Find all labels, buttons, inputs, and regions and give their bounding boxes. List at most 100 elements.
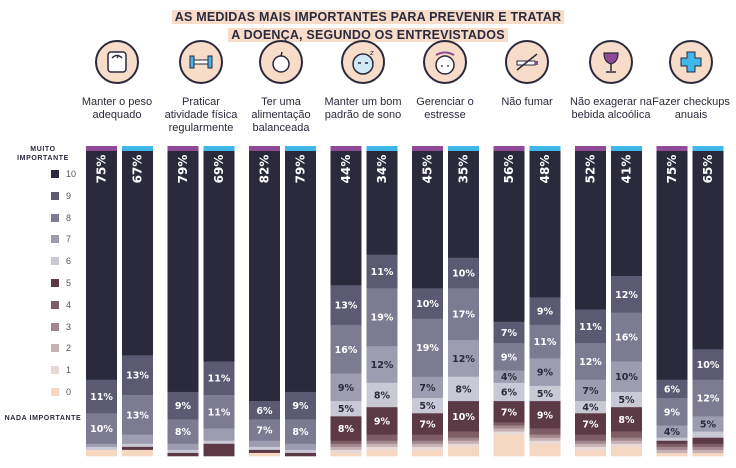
bar-segment-level-7 bbox=[575, 379, 606, 402]
bar-segment-level-7 bbox=[330, 373, 362, 402]
data-label: 52% bbox=[584, 155, 598, 184]
bar-segment-level-9 bbox=[493, 321, 525, 344]
scale-number: 5 bbox=[66, 278, 72, 288]
bar-segment-level-8 bbox=[285, 419, 316, 445]
bar-segment-level-8 bbox=[167, 419, 199, 445]
bar-segment-level-6 bbox=[656, 437, 688, 442]
bar-cap bbox=[529, 146, 561, 151]
data-label: 75% bbox=[95, 155, 109, 184]
bar-segment-level-9 bbox=[249, 401, 280, 420]
data-label: 17% bbox=[452, 310, 475, 321]
bar-segment-level-7 bbox=[167, 443, 199, 451]
bar-segment-level-0 bbox=[249, 452, 280, 457]
group-header-weight: Manter o peso adequado bbox=[76, 40, 158, 122]
bar-segment-level-2 bbox=[448, 440, 479, 445]
scale-number: 2 bbox=[66, 343, 72, 354]
scale-level-9: 9 bbox=[36, 190, 86, 202]
data-label: 7% bbox=[419, 419, 436, 430]
scale-level-7: 7 bbox=[36, 233, 86, 245]
data-label: 9% bbox=[175, 401, 192, 412]
bar-segment-level-3 bbox=[656, 446, 688, 451]
group-header-diet: Ter uma alimentação balanceada bbox=[240, 40, 322, 135]
bar-segment-level-5 bbox=[493, 401, 525, 423]
bar-segment-level-2 bbox=[529, 437, 561, 442]
chart-title: AS MEDIDAS MAIS IMPORTANTES PARA PREVENI… bbox=[0, 8, 736, 44]
bar-segment-level-0 bbox=[692, 452, 724, 457]
bar-segment-level-5 bbox=[285, 452, 316, 457]
data-label: 16% bbox=[615, 333, 638, 344]
data-label: 10% bbox=[90, 424, 113, 435]
bar-segment-level-6 bbox=[285, 449, 316, 454]
data-label: 35% bbox=[457, 155, 471, 184]
data-label: 12% bbox=[697, 394, 720, 405]
bar-segment-level-0 bbox=[448, 446, 479, 457]
bar-segment-level-10 bbox=[86, 151, 117, 381]
no-smoking-icon bbox=[505, 40, 549, 84]
data-label: 6% bbox=[501, 387, 518, 398]
bar-segment-level-0 bbox=[493, 434, 525, 457]
bar-segment-level-4 bbox=[611, 431, 642, 438]
bar-segment-level-9 bbox=[285, 391, 316, 420]
data-label: 7% bbox=[582, 419, 599, 430]
data-label: 10% bbox=[452, 269, 475, 280]
bar-segment-level-4 bbox=[366, 434, 398, 442]
bar-segment-level-5 bbox=[330, 416, 362, 442]
bar-segment-level-3 bbox=[575, 440, 606, 445]
scale-swatch bbox=[51, 213, 59, 222]
data-label: 4% bbox=[501, 372, 518, 383]
bar-segment-level-7 bbox=[366, 346, 398, 384]
data-label: 11% bbox=[208, 407, 231, 418]
bar-segment-level-7 bbox=[692, 416, 724, 432]
bar-cap bbox=[611, 146, 642, 151]
bar-segment-level-6 bbox=[366, 382, 398, 408]
bar-segment-level-2 bbox=[656, 449, 688, 454]
bar-segment-level-2 bbox=[412, 443, 443, 448]
bar-segment-level-9 bbox=[122, 355, 153, 396]
bar-cap bbox=[366, 146, 398, 151]
bar-segment-level-9 bbox=[692, 349, 724, 381]
data-label: 34% bbox=[375, 155, 389, 184]
bar-segment-level-4 bbox=[692, 443, 724, 448]
scale-number: 10 bbox=[66, 169, 77, 179]
scale-icon bbox=[95, 40, 139, 84]
data-label: 7% bbox=[582, 386, 599, 397]
bar-segment-level-9 bbox=[167, 391, 199, 420]
bar-segment-level-6 bbox=[330, 401, 362, 417]
scale-level-2: 2 bbox=[36, 342, 86, 354]
apple-icon bbox=[259, 40, 303, 84]
bar-cap bbox=[330, 146, 362, 151]
data-label: 41% bbox=[620, 155, 634, 184]
bar-segment-level-3 bbox=[448, 437, 479, 442]
bar-segment-level-9 bbox=[330, 285, 362, 326]
bar-cap bbox=[656, 146, 688, 151]
bar-segment-level-10 bbox=[203, 151, 235, 362]
bar-segment-level-1 bbox=[575, 446, 606, 451]
bar-segment-level-3 bbox=[611, 437, 642, 442]
data-label: 5% bbox=[537, 389, 554, 400]
bar-segment-level-5 bbox=[692, 437, 724, 445]
data-label: 7% bbox=[419, 383, 436, 394]
data-label: 11% bbox=[371, 267, 394, 278]
data-label: 65% bbox=[701, 155, 715, 184]
bar-segment-level-0 bbox=[412, 449, 443, 457]
bar-cap bbox=[249, 146, 280, 151]
stress-icon bbox=[423, 40, 467, 84]
bar-segment-level-6 bbox=[412, 398, 443, 414]
bar-segment-level-6 bbox=[86, 446, 117, 451]
bar-segment-level-6 bbox=[529, 385, 561, 402]
scale-level-3: 3 bbox=[36, 321, 86, 333]
data-label: 75% bbox=[665, 155, 679, 184]
data-label: 10% bbox=[452, 412, 475, 423]
bar-segment-level-10 bbox=[167, 151, 199, 393]
bar-cap bbox=[167, 146, 199, 151]
medical-cross-icon bbox=[669, 40, 713, 84]
data-label: 8% bbox=[618, 415, 635, 426]
bar-cap bbox=[285, 146, 316, 151]
bar-segment-level-5 bbox=[656, 440, 688, 445]
data-label: 13% bbox=[126, 371, 149, 382]
bar-segment-level-10 bbox=[493, 151, 525, 323]
bar-segment-level-4 bbox=[656, 443, 688, 448]
bar-cap bbox=[412, 146, 443, 151]
bar-segment-level-8 bbox=[86, 413, 117, 445]
